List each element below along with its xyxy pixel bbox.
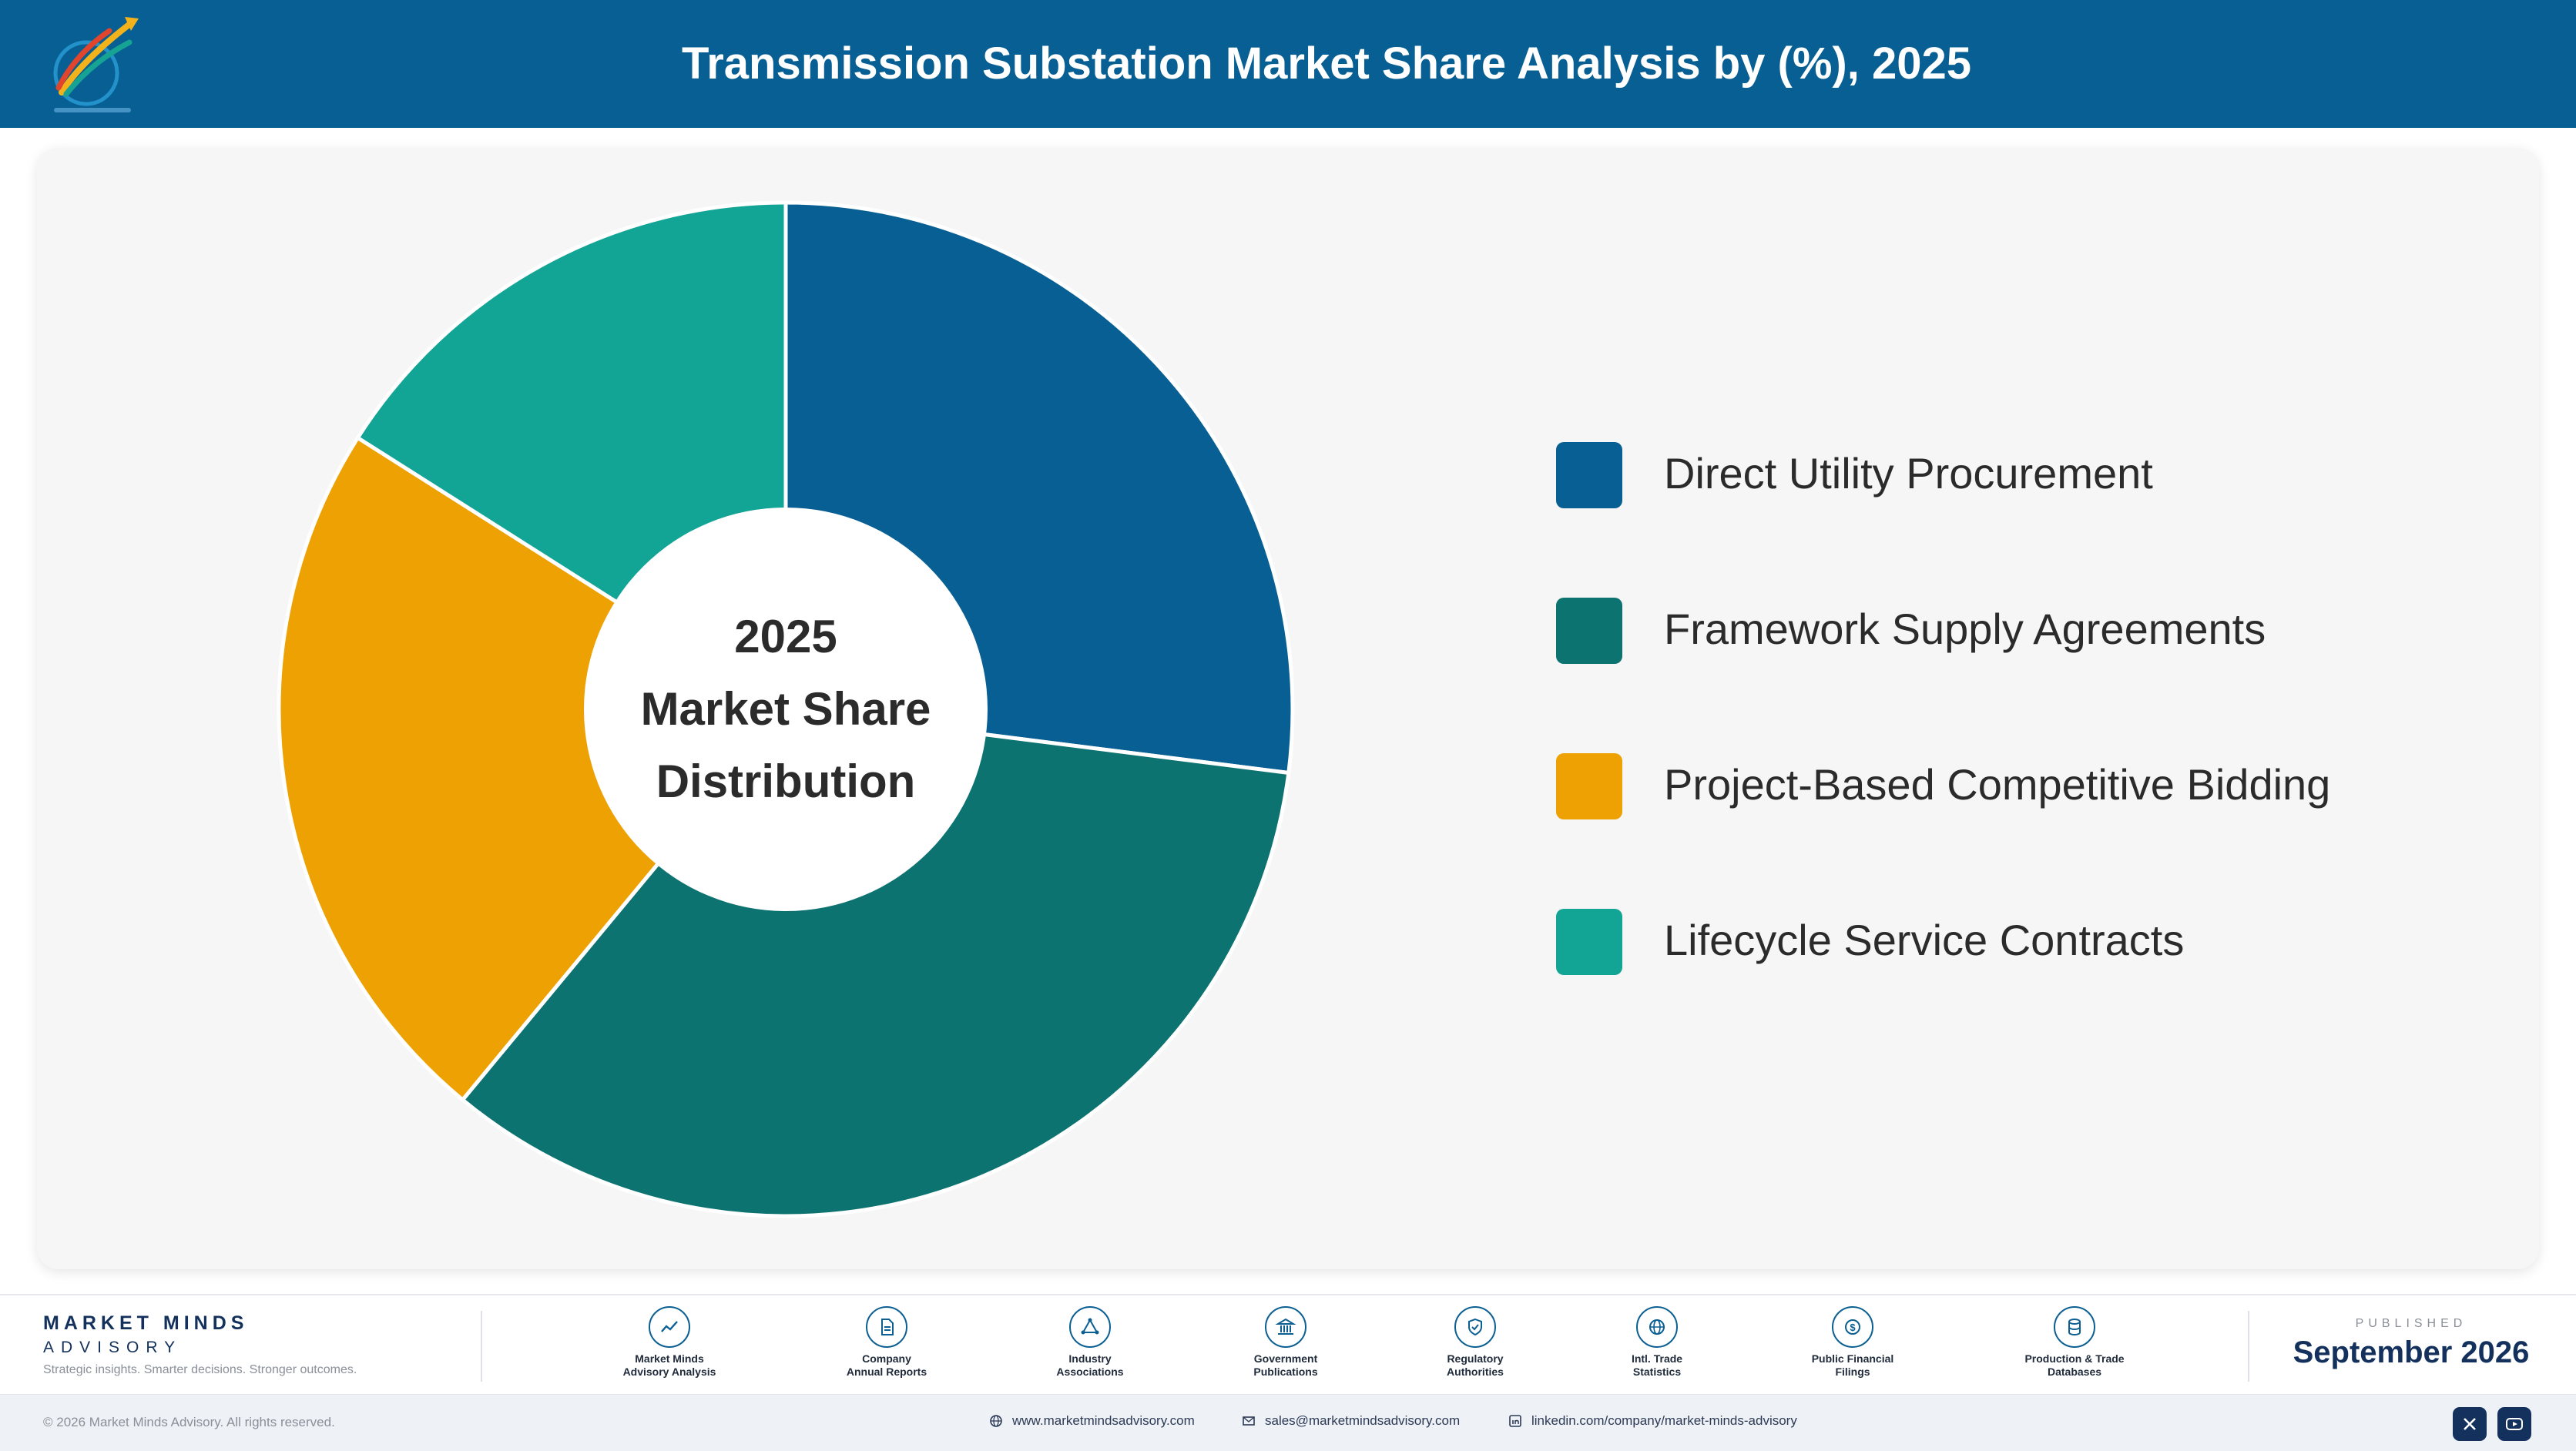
globe-icon xyxy=(1636,1306,1678,1348)
source-label: Government Publications xyxy=(1253,1352,1318,1378)
legend-swatch xyxy=(1556,598,1622,664)
document-icon xyxy=(866,1306,907,1348)
source-item[interactable]: Industry Associations xyxy=(1005,1306,1175,1379)
youtube-social-button[interactable] xyxy=(2497,1407,2531,1441)
brand-name: MARKET MINDS xyxy=(43,1312,249,1334)
donut-center-label: 2025 Market Share Distribution xyxy=(593,601,978,818)
email-text: sales@marketmindsadvisory.com xyxy=(1265,1413,1461,1428)
legend-label: Framework Supply Agreements xyxy=(1664,605,2266,653)
x-social-button[interactable] xyxy=(2453,1407,2487,1441)
brand-subtitle: ADVISORY xyxy=(43,1339,183,1356)
network-triangle-icon xyxy=(1069,1306,1111,1348)
mail-icon xyxy=(1242,1414,1256,1428)
shield-check-icon xyxy=(1454,1306,1496,1348)
legend-swatch xyxy=(1556,753,1622,819)
linkedin-text: linkedin.com/company/market-minds-adviso… xyxy=(1531,1413,1797,1428)
center-label-line3: Distribution xyxy=(656,756,916,807)
pie-slice-3[interactable] xyxy=(277,434,789,1103)
source-label: Intl. Trade Statistics xyxy=(1631,1352,1683,1378)
footer-divider xyxy=(481,1311,482,1382)
published-date: September 2026 xyxy=(2293,1335,2530,1369)
footer: MARKET MINDS ADVISORY Strategic insights… xyxy=(0,1294,2576,1451)
source-item[interactable]: Company Annual Reports xyxy=(802,1306,971,1379)
source-label: Production & Trade Databases xyxy=(2024,1352,2125,1378)
government-building-icon xyxy=(1265,1306,1306,1348)
source-item[interactable]: $ Public Financial Filings xyxy=(1768,1306,1937,1379)
footer-divider xyxy=(2248,1311,2249,1382)
copyright-text: © 2026 Market Minds Advisory. All rights… xyxy=(43,1415,335,1429)
globe-icon xyxy=(989,1414,1003,1428)
website-text: www.marketmindsadvisory.com xyxy=(1012,1413,1195,1428)
pie-slice-2[interactable] xyxy=(460,707,1291,1218)
email-link[interactable]: sales@marketmindsadvisory.com xyxy=(1242,1413,1460,1429)
legend-label: Lifecycle Service Contracts xyxy=(1664,916,2185,964)
donut-hole xyxy=(584,508,988,911)
source-label: Company Annual Reports xyxy=(846,1352,927,1378)
source-item[interactable]: Intl. Trade Statistics xyxy=(1572,1306,1742,1379)
source-item[interactable]: Production & Trade Databases xyxy=(1990,1306,2159,1379)
page-title: Transmission Substation Market Share Ana… xyxy=(682,39,1971,89)
sources-list: Market Minds Advisory Analysis Company A… xyxy=(0,1295,2576,1396)
header-bar: Transmission Substation Market Share Ana… xyxy=(0,0,2576,128)
source-label: Market Minds Advisory Analysis xyxy=(622,1352,716,1378)
source-item[interactable]: Government Publications xyxy=(1201,1306,1370,1379)
trend-line-icon xyxy=(649,1306,690,1348)
x-icon xyxy=(2464,1418,2476,1430)
database-icon xyxy=(2054,1306,2095,1348)
center-label-line2: Market Share xyxy=(640,683,931,735)
source-item[interactable]: Regulatory Authorities xyxy=(1390,1306,1560,1379)
source-label: Regulatory Authorities xyxy=(1447,1352,1504,1378)
legend-label: Direct Utility Procurement xyxy=(1664,449,2153,498)
svg-text:$: $ xyxy=(1850,1322,1856,1333)
linkedin-link[interactable]: linkedin.com/company/market-minds-adviso… xyxy=(1508,1413,1797,1429)
published-caption: PUBLISHED xyxy=(2355,1317,2467,1330)
footer-bottom-bar: © 2026 Market Minds Advisory. All rights… xyxy=(0,1394,2576,1451)
linkedin-icon xyxy=(1508,1414,1522,1428)
dollar-coin-icon: $ xyxy=(1832,1306,1873,1348)
youtube-icon xyxy=(2506,1418,2523,1430)
legend-label: Project-Based Competitive Bidding xyxy=(1664,760,2331,809)
source-label: Industry Associations xyxy=(1056,1352,1124,1378)
legend-swatch xyxy=(1556,442,1622,508)
website-link[interactable]: www.marketmindsadvisory.com xyxy=(989,1413,1195,1429)
source-item[interactable]: Market Minds Advisory Analysis xyxy=(585,1306,754,1379)
center-label-year: 2025 xyxy=(734,611,837,662)
legend-swatch xyxy=(1556,909,1622,975)
source-label: Public Financial Filings xyxy=(1811,1352,1894,1378)
market-minds-logo-icon[interactable] xyxy=(39,8,154,123)
brand-tagline: Strategic insights. Smarter decisions. S… xyxy=(43,1363,357,1376)
